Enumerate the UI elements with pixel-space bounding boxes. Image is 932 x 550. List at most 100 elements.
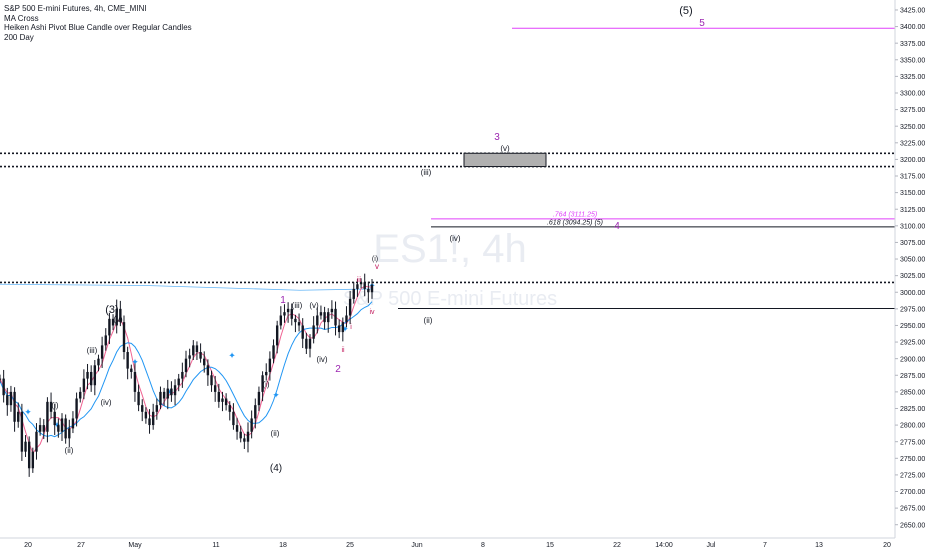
price-tick-label: 3125.00 xyxy=(900,207,925,214)
price-tick-label: 2875.00 xyxy=(900,373,925,380)
candle-body xyxy=(337,325,341,333)
candle-body xyxy=(265,371,268,376)
price-tick-label: 2925.00 xyxy=(900,340,925,347)
wave-label: (iii) xyxy=(292,301,303,310)
price-tick-label: 2950.00 xyxy=(900,323,925,330)
wave-labels: (5)53(v)(iii)4(iv)(i)viiiiviii21(ii)(iii… xyxy=(51,5,705,474)
candle-body xyxy=(297,322,301,326)
candle-body xyxy=(115,308,118,326)
candle-body xyxy=(224,398,228,406)
candle-body xyxy=(0,378,2,380)
legend-heiken-ashi[interactable]: Heiken Ashi Pivot Blue Candle over Regul… xyxy=(4,23,192,32)
candle-body xyxy=(27,441,31,469)
time-tick-label: 20 xyxy=(24,542,32,549)
wave-label: iv xyxy=(369,309,375,316)
candle-body xyxy=(290,308,293,319)
watermark-symbol: ES1!, 4h xyxy=(373,227,526,271)
wave-label: 1 xyxy=(280,295,286,306)
candle-body xyxy=(221,398,224,402)
wave-label: (iv) xyxy=(100,398,111,407)
candle-body xyxy=(38,425,42,432)
time-tick-label: 13 xyxy=(815,542,823,549)
time-tick-label: 18 xyxy=(279,542,287,549)
candle-body xyxy=(20,411,24,452)
candle-body xyxy=(137,391,140,406)
candle-body xyxy=(93,365,97,386)
watermark: ES1!, 4h S&P 500 E-mini Futures xyxy=(343,227,557,310)
legend-ma-cross[interactable]: MA Cross xyxy=(4,13,39,23)
candle-body xyxy=(68,428,71,439)
candle-body xyxy=(57,425,60,432)
candle-body xyxy=(46,401,49,432)
candle-body xyxy=(316,315,319,326)
price-tick-label: 3275.00 xyxy=(900,107,925,114)
pivot-marker: ✦ xyxy=(24,408,32,418)
candle-body xyxy=(184,358,188,372)
price-tick-label: 3200.00 xyxy=(900,157,925,164)
candle-body xyxy=(213,385,217,392)
price-tick-label: 2900.00 xyxy=(900,356,925,363)
candle-body xyxy=(356,284,359,289)
candle-body xyxy=(9,391,13,406)
candle-body xyxy=(235,425,239,432)
moving-averages: ✦✦✦✦✦✦✦✦ xyxy=(0,282,376,455)
candle-body xyxy=(301,325,304,339)
wave-label: (iv) xyxy=(316,355,327,364)
wave-label: 3 xyxy=(494,132,500,143)
candle-body xyxy=(257,391,261,406)
candle-body xyxy=(126,352,129,369)
price-tick-label: 3350.00 xyxy=(900,57,925,64)
candle-body xyxy=(71,418,75,429)
candle-body xyxy=(86,371,89,379)
wave-label: 4 xyxy=(614,221,620,232)
candle-body xyxy=(294,318,297,323)
candle-body xyxy=(323,312,326,323)
candle-body xyxy=(119,308,122,323)
price-tick-label: 3075.00 xyxy=(900,240,925,247)
legend-200-day[interactable]: 200 Day xyxy=(4,32,34,42)
price-tick-label: 3250.00 xyxy=(900,124,925,131)
candle-body xyxy=(246,431,250,442)
price-axis-bg xyxy=(895,0,932,550)
candle-body xyxy=(2,378,5,396)
candle-body xyxy=(181,371,184,379)
wave-label: 2 xyxy=(335,364,341,375)
candle-body xyxy=(327,312,330,323)
candle-body xyxy=(206,365,210,376)
candle-body xyxy=(24,441,27,452)
price-tick-label: 3100.00 xyxy=(900,223,925,230)
wave-label: (v) xyxy=(309,301,319,310)
candle-body xyxy=(170,388,173,396)
candle-body xyxy=(283,312,286,316)
wave-label: v xyxy=(375,262,379,271)
candle-body xyxy=(330,308,334,313)
wave-label: (i) xyxy=(51,401,58,410)
pivot-marker: ✦ xyxy=(341,325,349,335)
candle-body xyxy=(89,371,93,386)
price-tick-label: 3375.00 xyxy=(900,41,925,48)
wave-label: ii xyxy=(341,347,345,354)
wave-label: (iii) xyxy=(421,168,432,177)
candle-body xyxy=(268,358,272,372)
legend-title[interactable]: S&P 500 E-mini Futures, 4h, CME_MINI xyxy=(4,4,147,13)
candle-body xyxy=(305,338,308,349)
wave-label: (ii) xyxy=(271,429,280,438)
wave-label: (ii) xyxy=(424,316,433,325)
candle-body xyxy=(192,345,195,356)
candle-body xyxy=(97,358,100,366)
candle-body xyxy=(159,391,162,406)
candle-body xyxy=(60,418,64,432)
wave-label: (5) xyxy=(679,5,692,17)
price-tick-label: 3025.00 xyxy=(900,273,925,280)
candle-body xyxy=(367,288,370,293)
price-tick-label: 2800.00 xyxy=(900,423,925,430)
candle-body xyxy=(130,368,133,372)
wave-label: (iii) xyxy=(87,346,98,355)
candle-body xyxy=(177,378,180,386)
candle-body xyxy=(363,282,366,289)
time-tick-label: 15 xyxy=(546,542,554,549)
wave-label: 5 xyxy=(699,18,705,29)
time-tick-label: 14:00 xyxy=(655,542,673,549)
